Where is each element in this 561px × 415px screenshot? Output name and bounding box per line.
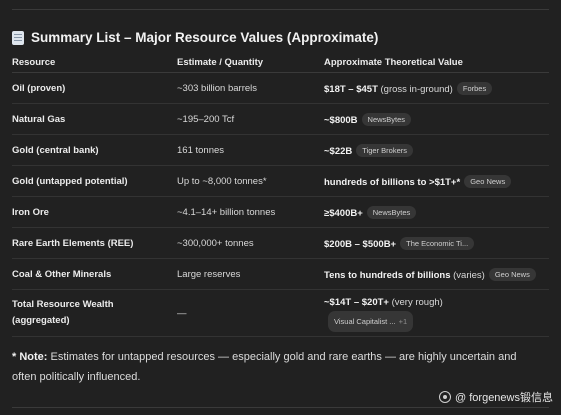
value-cell: $200B – $500B+ The Economic Ti... bbox=[324, 227, 549, 259]
value-cell: ≥$400B+ NewsBytes bbox=[324, 196, 549, 228]
value-cell: ~$14T – $20T+ (very rough) Visual Capital… bbox=[324, 289, 549, 337]
estimate-cell: Up to ~8,000 tonnes* bbox=[177, 165, 324, 197]
table-header-row: Resource Estimate / Quantity Approximate… bbox=[12, 52, 549, 73]
note-label: * Note: bbox=[12, 351, 48, 363]
heading-text: Summary List – Major Resource Values (Ap… bbox=[31, 30, 379, 45]
estimate-cell: ~195–200 Tcf bbox=[177, 103, 324, 135]
column-header-resource: Resource bbox=[12, 52, 177, 73]
resource-cell: Gold (central bank) bbox=[12, 134, 177, 166]
resource-cell: Iron Ore bbox=[12, 196, 177, 228]
table-row: Coal & Other Minerals Large reserves Ten… bbox=[12, 258, 549, 290]
resource-cell: Oil (proven) bbox=[12, 72, 177, 104]
source-tag[interactable]: Forbes bbox=[456, 81, 493, 95]
resource-cell: Total Resource Wealth (aggregated) bbox=[12, 289, 177, 337]
top-divider bbox=[12, 9, 549, 10]
resource-cell: Gold (untapped potential) bbox=[12, 165, 177, 197]
table-row: Natural Gas ~195–200 Tcf ~$800B NewsBytes bbox=[12, 103, 549, 135]
resource-cell: Rare Earth Elements (REE) bbox=[12, 227, 177, 259]
value-cell: ~$800B NewsBytes bbox=[324, 103, 549, 135]
source-tag[interactable]: The Economic Ti... bbox=[400, 236, 475, 250]
source-tag[interactable]: Tiger Brokers bbox=[356, 143, 413, 157]
table-row: Total Resource Wealth (aggregated) — ~$14… bbox=[12, 289, 549, 337]
column-header-estimate: Estimate / Quantity bbox=[177, 52, 324, 73]
bottom-divider bbox=[12, 407, 549, 408]
table-row: Oil (proven) ~303 billion barrels $18T –… bbox=[12, 72, 549, 104]
value-cell: hundreds of billions to >$1T+* Geo News bbox=[324, 165, 549, 197]
estimate-cell: Large reserves bbox=[177, 258, 324, 290]
table-row: Gold (untapped potential) Up to ~8,000 t… bbox=[12, 165, 549, 197]
footnote: * Note: Estimates for untapped resources… bbox=[12, 347, 542, 387]
table-row: Rare Earth Elements (REE) ~300,000+ tonn… bbox=[12, 227, 549, 259]
table-row: Iron Ore ~4.1–14+ billion tonnes ≥$400B+… bbox=[12, 196, 549, 228]
watermark-logo-icon bbox=[439, 391, 452, 403]
estimate-cell: ~303 billion barrels bbox=[177, 72, 324, 104]
source-tag[interactable]: Geo News bbox=[488, 267, 536, 281]
value-cell: Tens to hundreds of billions (varies) Geo… bbox=[324, 258, 549, 290]
resource-cell: Natural Gas bbox=[12, 103, 177, 135]
estimate-cell: 161 tonnes bbox=[177, 134, 324, 166]
estimate-cell: ~4.1–14+ billion tonnes bbox=[177, 196, 324, 228]
resource-table: Resource Estimate / Quantity Approximate… bbox=[12, 52, 549, 337]
source-tag[interactable]: Geo News bbox=[464, 174, 512, 188]
document-icon bbox=[12, 30, 24, 45]
watermark: @ forgenews锻信息 bbox=[439, 389, 553, 405]
section-heading: Summary List – Major Resource Values (Ap… bbox=[12, 30, 378, 45]
note-text: Estimates for untapped resources — espec… bbox=[12, 351, 517, 383]
value-cell: ~$22B Tiger Brokers bbox=[324, 134, 549, 166]
resource-cell: Coal & Other Minerals bbox=[12, 258, 177, 290]
estimate-cell: — bbox=[177, 289, 324, 337]
table-row: Gold (central bank) 161 tonnes ~$22B Tige… bbox=[12, 134, 549, 166]
value-cell: $18T – $45T (gross in-ground) Forbes bbox=[324, 72, 549, 104]
estimate-cell: ~300,000+ tonnes bbox=[177, 227, 324, 259]
source-tag[interactable]: NewsBytes bbox=[366, 205, 417, 219]
column-header-value: Approximate Theoretical Value bbox=[324, 52, 549, 73]
more-sources-count: +1 bbox=[398, 317, 408, 326]
source-tag[interactable]: Visual Capitalist ... +1 bbox=[328, 311, 414, 332]
source-tag[interactable]: NewsBytes bbox=[361, 112, 412, 126]
